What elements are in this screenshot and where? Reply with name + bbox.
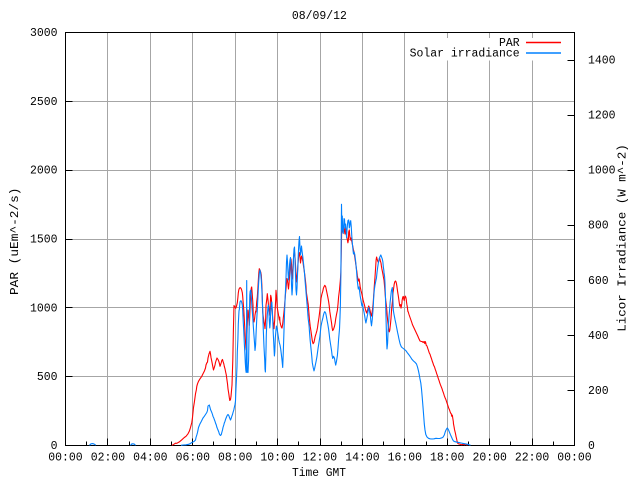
svg-text:08:00: 08:00 [218,452,252,465]
svg-text:PAR (uEm^-2/s): PAR (uEm^-2/s) [9,188,22,295]
svg-text:0: 0 [588,440,595,453]
svg-text:2500: 2500 [30,96,58,109]
svg-text:22:00: 22:00 [515,452,549,465]
svg-text:1500: 1500 [30,234,58,247]
svg-text:06:00: 06:00 [176,452,210,465]
svg-text:1000: 1000 [30,302,58,315]
svg-text:0: 0 [51,440,58,453]
svg-text:PAR: PAR [499,37,520,50]
svg-text:00:00: 00:00 [557,452,591,465]
svg-text:800: 800 [588,220,609,233]
svg-text:10:00: 10:00 [260,452,294,465]
svg-text:20:00: 20:00 [473,452,507,465]
svg-text:16:00: 16:00 [388,452,422,465]
svg-text:Time GMT: Time GMT [292,467,346,480]
svg-text:12:00: 12:00 [303,452,337,465]
svg-text:00:00: 00:00 [48,452,82,465]
svg-text:1200: 1200 [588,110,616,123]
svg-text:200: 200 [588,385,609,398]
svg-text:1400: 1400 [588,55,616,68]
svg-text:600: 600 [588,275,609,288]
svg-text:1000: 1000 [588,165,616,178]
svg-text:3000: 3000 [30,27,58,40]
svg-text:08/09/12: 08/09/12 [292,10,347,23]
svg-text:2000: 2000 [30,165,58,178]
svg-text:18:00: 18:00 [430,452,464,465]
svg-text:14:00: 14:00 [345,452,379,465]
svg-text:02:00: 02:00 [91,452,125,465]
svg-text:400: 400 [588,330,609,343]
svg-text:04:00: 04:00 [133,452,167,465]
svg-text:Licor Irradiance (W m^-2): Licor Irradiance (W m^-2) [617,144,630,332]
svg-text:Solar irradiance: Solar irradiance [410,48,520,61]
svg-text:500: 500 [37,371,58,384]
